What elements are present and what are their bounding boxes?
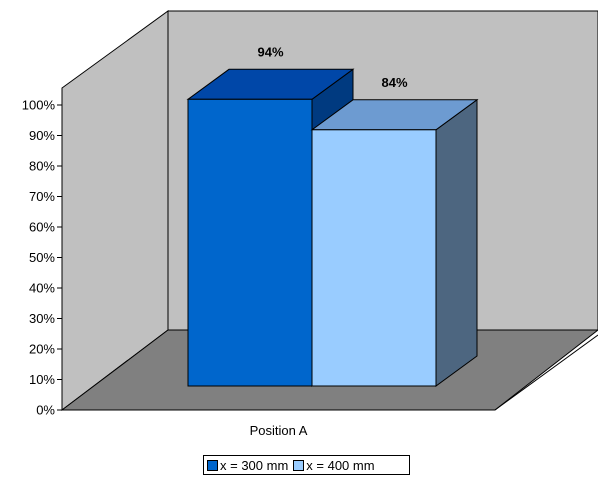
y-tick-label: 100%	[22, 98, 56, 113]
legend: x = 300 mm x = 400 mm	[203, 455, 410, 475]
legend-item-series-1: x = 300 mm	[207, 458, 288, 473]
data-label-series-2: 84%	[381, 75, 407, 90]
y-tick-label: 70%	[29, 189, 55, 204]
y-tick-label: 20%	[29, 342, 55, 357]
legend-swatch-series-2	[293, 459, 305, 471]
y-tick-label: 90%	[29, 128, 55, 143]
x-axis-labels: Position A	[250, 423, 308, 438]
x-axis-depth-line	[494, 334, 598, 411]
y-tick-label: 0%	[36, 403, 55, 418]
y-tick-label: 40%	[29, 281, 55, 296]
bars: 94% 84%	[186, 44, 479, 387]
y-tick-label: 80%	[29, 159, 55, 174]
y-tick-label: 30%	[29, 311, 55, 326]
bar-front-face	[187, 98, 313, 387]
legend-item-series-2: x = 400 mm	[293, 457, 375, 473]
data-label-series-1: 94%	[257, 44, 283, 59]
legend-swatch-series-1	[207, 459, 218, 471]
bar-side-face	[435, 98, 478, 387]
legend-label-series-2: x = 400 mm	[306, 457, 375, 473]
bar-front-face	[311, 129, 437, 387]
y-tick-label: 60%	[29, 220, 55, 235]
legend-label-series-1: x = 300 mm	[220, 457, 289, 473]
y-tick-label: 10%	[29, 372, 55, 387]
y-axis-ticks: 0% 10% 20% 30% 40% 50% 60% 70% 80% 90% 100%	[22, 98, 62, 418]
y-tick-label: 50%	[29, 250, 55, 265]
bar-series-2: 84%	[310, 75, 479, 387]
x-category-label: Position A	[250, 423, 308, 438]
